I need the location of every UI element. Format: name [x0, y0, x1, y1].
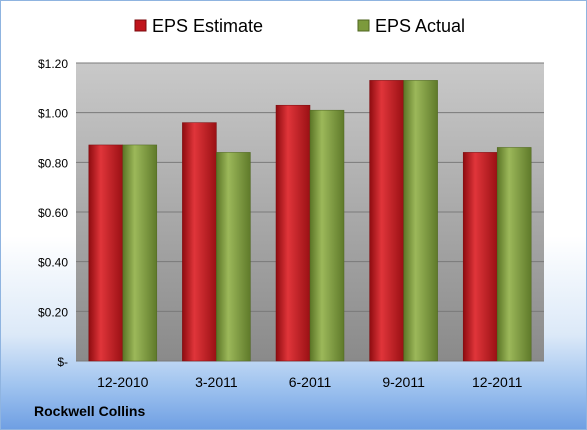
y-tick-label: $0.40 [38, 256, 68, 270]
bar-eps-actual-9-2011 [403, 80, 438, 362]
x-tick-label: 12-2011 [472, 374, 523, 390]
y-tick-label: $0.80 [38, 156, 68, 170]
legend-swatch-eps-estimate [134, 19, 147, 32]
x-tick-label: 3-2011 [195, 374, 238, 390]
bar-eps-estimate-6-2011 [275, 104, 311, 362]
bar-eps-estimate-12-2010 [88, 144, 124, 362]
company-name: Rockwell Collins [34, 403, 146, 419]
legend-label-eps-estimate: EPS Estimate [152, 16, 263, 36]
y-tick-label: $- [57, 355, 68, 369]
legend-swatch-eps-actual [357, 19, 370, 32]
bar-eps-estimate-3-2011 [182, 122, 217, 362]
x-tick-label: 6-2011 [289, 374, 332, 390]
bar-eps-actual-12-2010 [122, 144, 158, 362]
y-tick-label: $0.60 [38, 206, 68, 220]
y-tick-label: $1.00 [38, 107, 68, 121]
x-axis: 12-2010 3-2011 6-2011 9-2011 12-2011 [97, 374, 522, 390]
bar-eps-estimate-9-2011 [369, 80, 404, 362]
y-tick-label: $0.20 [38, 305, 68, 319]
x-tick-label: 12-2010 [97, 374, 149, 390]
bars [88, 80, 532, 362]
y-tick-label: $1.20 [38, 57, 68, 71]
bar-eps-actual-3-2011 [216, 152, 251, 362]
bar-eps-actual-12-2011 [496, 147, 532, 362]
x-tick-label: 9-2011 [382, 374, 425, 390]
legend: EPS Estimate EPS Actual [134, 16, 465, 36]
y-axis: $- $0.20 $0.40 $0.60 $0.80 $1.00 $1.20 [38, 57, 68, 369]
legend-label-eps-actual: EPS Actual [375, 16, 465, 36]
bar-eps-actual-6-2011 [309, 109, 345, 362]
bar-eps-estimate-12-2011 [462, 152, 498, 362]
